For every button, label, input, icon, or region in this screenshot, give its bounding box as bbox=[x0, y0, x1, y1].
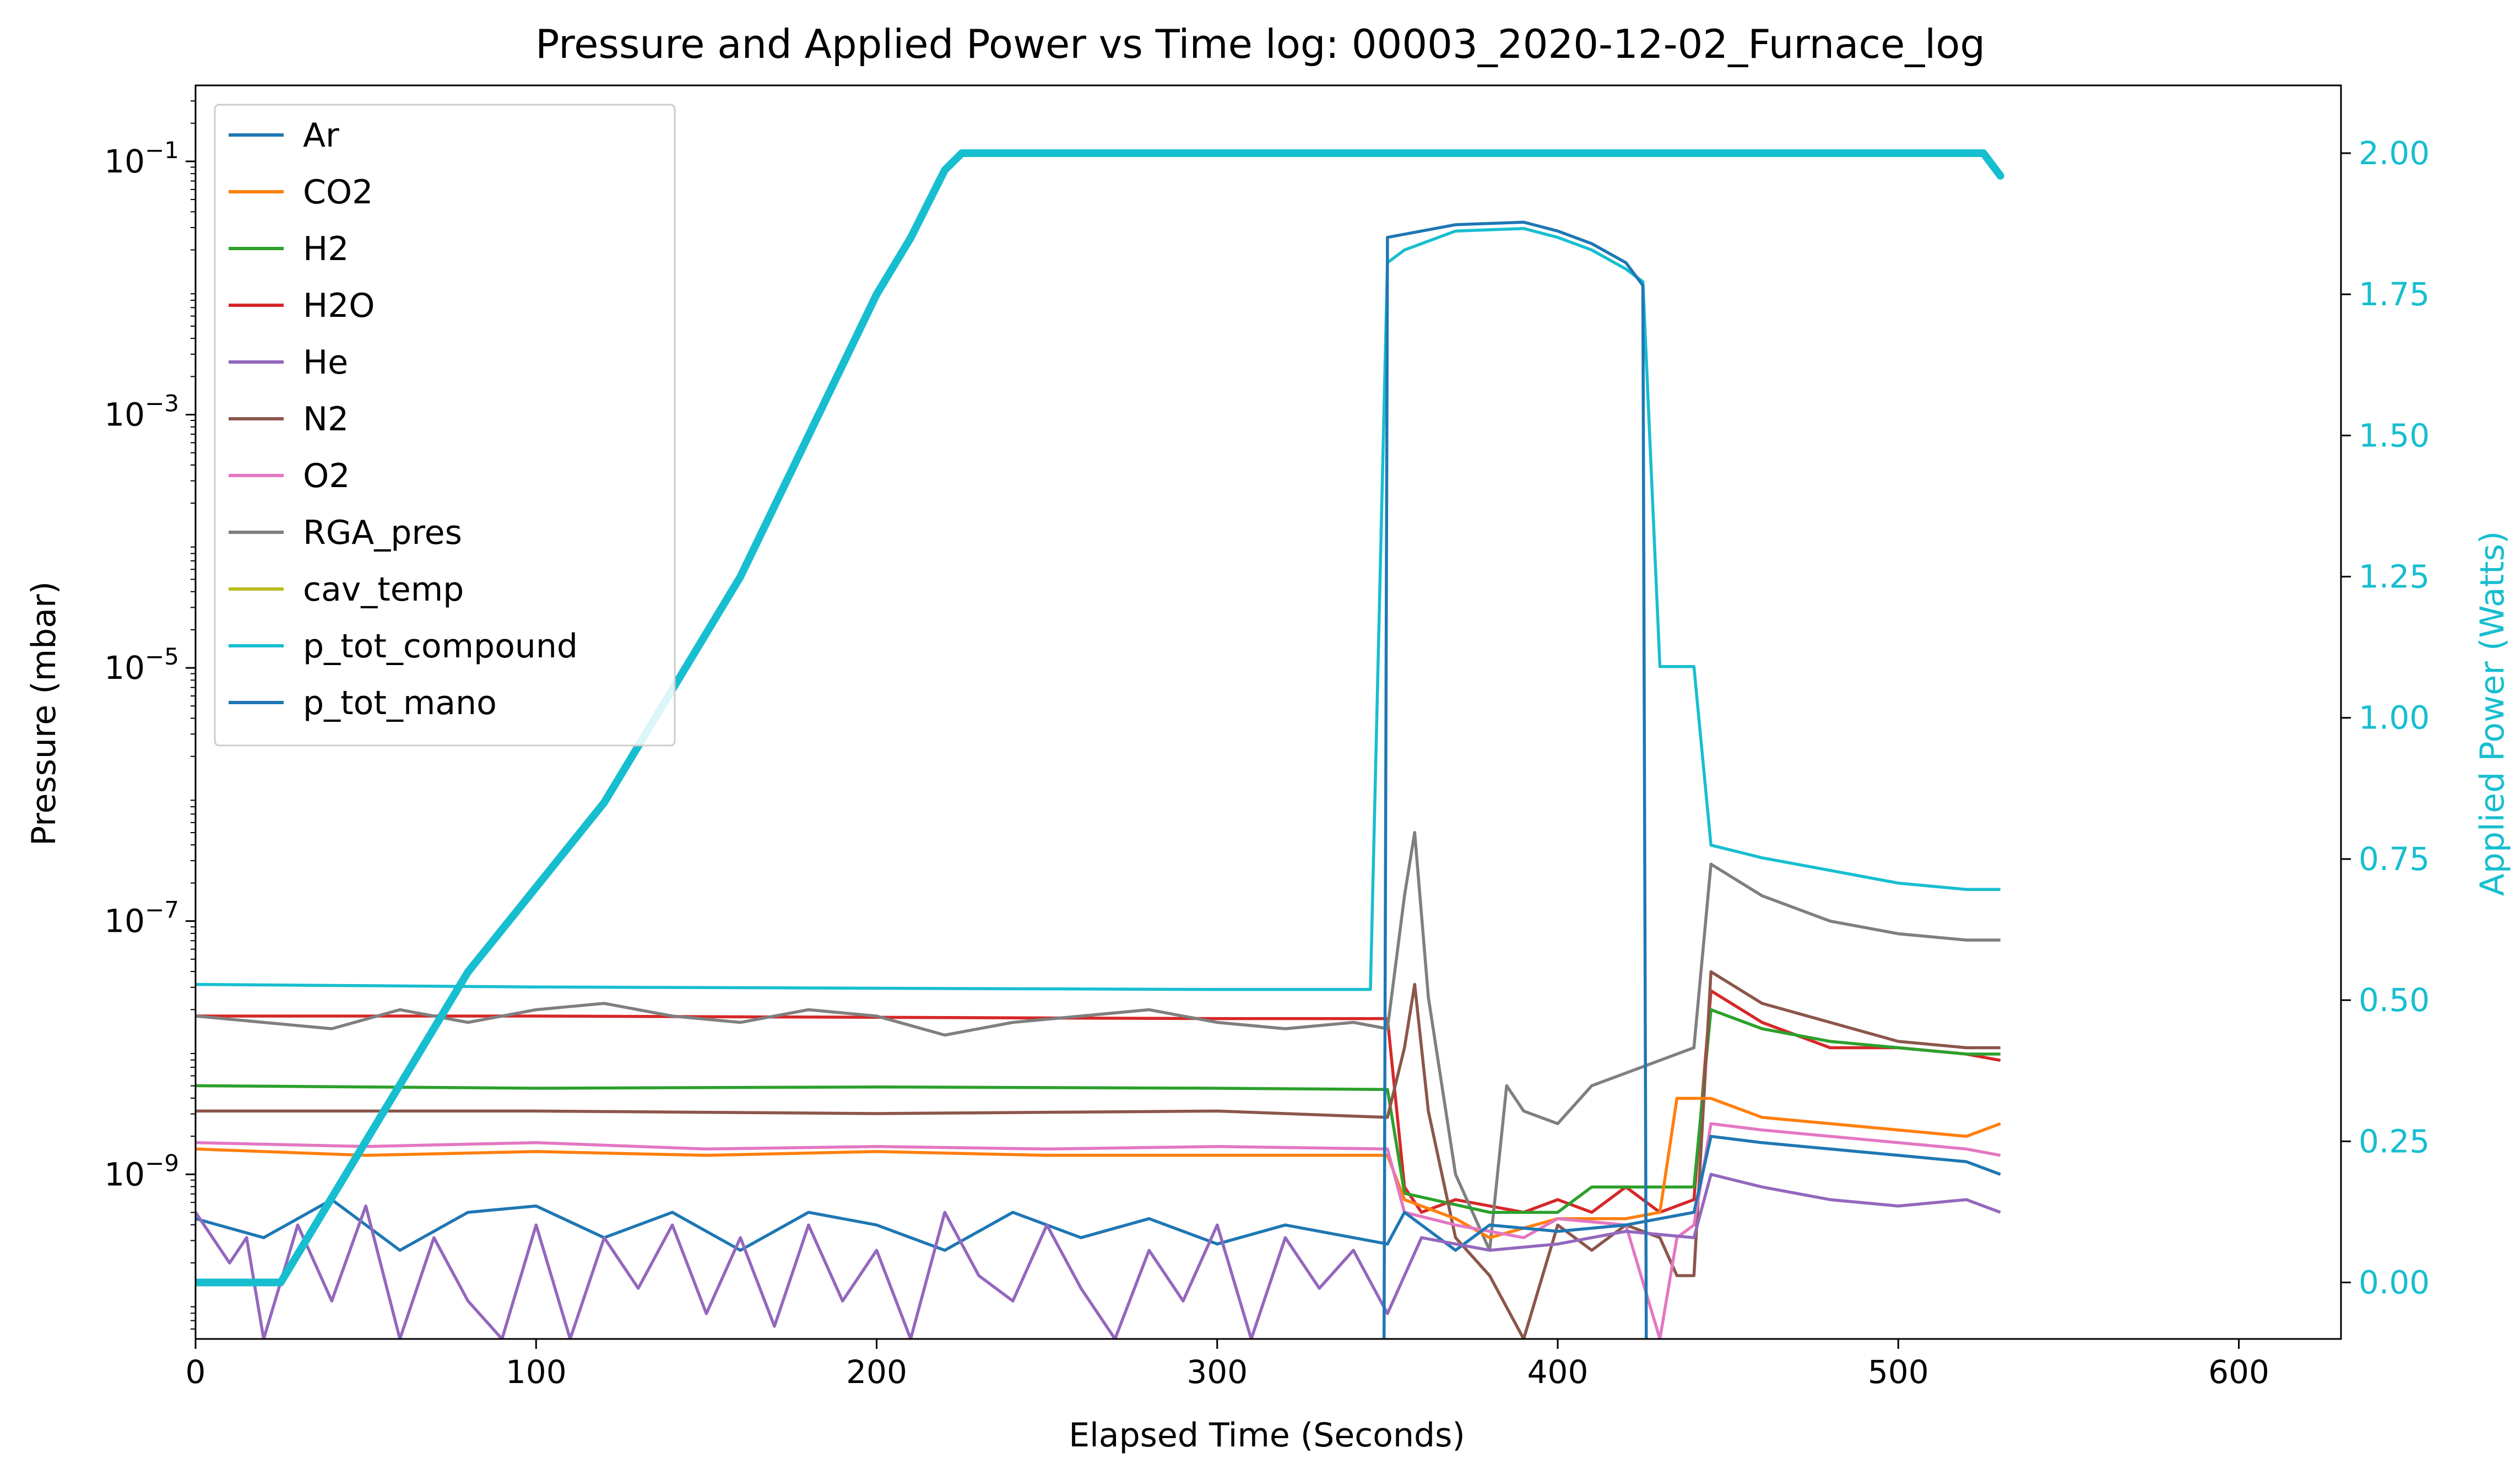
x-tick-label: 300 bbox=[1186, 1353, 1248, 1391]
y2-tick-label: 1.50 bbox=[2359, 417, 2430, 454]
legend-label: p_tot_mano bbox=[303, 684, 497, 722]
y-tick-label: 10−7 bbox=[104, 896, 179, 940]
y-tick-label: 10−5 bbox=[104, 643, 179, 687]
y-tick-label: 10−9 bbox=[104, 1149, 179, 1193]
x-axis-title: Elapsed Time (Seconds) bbox=[1069, 1416, 1465, 1455]
y-axis-title: Pressure (mbar) bbox=[25, 581, 63, 846]
chart-title: Pressure and Applied Power vs Time log: … bbox=[535, 21, 1985, 67]
y2-axis-title: Applied Power (Watts) bbox=[2473, 531, 2512, 896]
series-line-o2 bbox=[196, 1122, 2001, 1339]
y2-tick-label: 1.00 bbox=[2359, 699, 2430, 737]
legend-label: Ar bbox=[303, 116, 339, 155]
series-line-he bbox=[196, 1173, 2001, 1339]
series-line-ar bbox=[196, 1135, 2001, 1252]
series-line-h2 bbox=[196, 1008, 2001, 1214]
y2-tick-label: 0.75 bbox=[2359, 840, 2430, 878]
x-tick-label: 200 bbox=[846, 1353, 907, 1391]
plot-clipped-group bbox=[196, 149, 2004, 1339]
series-line-p-tot-compound bbox=[196, 226, 2001, 991]
legend-label: He bbox=[303, 343, 348, 382]
legend-label: RGA_pres bbox=[303, 514, 462, 552]
x-tick-label: 500 bbox=[1868, 1353, 1929, 1391]
x-tick-label: 100 bbox=[506, 1353, 567, 1391]
legend-label: O2 bbox=[303, 457, 350, 495]
legend: Ar CO2 H2 H2O He N2 O2 RGA_pres cav_temp p_tot_co… bbox=[214, 104, 676, 747]
series-line-rga-pres bbox=[196, 831, 2001, 1252]
y2-tick-label: 2.00 bbox=[2359, 134, 2430, 172]
plot-frame bbox=[194, 84, 2342, 1340]
legend-label: N2 bbox=[303, 400, 349, 439]
series-line-h2o bbox=[196, 989, 2001, 1214]
x-tick-label: 600 bbox=[2208, 1353, 2269, 1391]
legend-box bbox=[214, 104, 676, 747]
y-tick-label: 10−1 bbox=[104, 137, 179, 180]
y2-tick-label: 0.25 bbox=[2359, 1122, 2430, 1160]
legend-label: H2O bbox=[303, 287, 375, 325]
legend-label: cav_temp bbox=[303, 570, 464, 609]
x-tick-label: 0 bbox=[186, 1353, 206, 1391]
y2-tick-label: 1.75 bbox=[2359, 276, 2430, 313]
legend-label: p_tot_compound bbox=[303, 627, 578, 666]
y-tick-label: 10−3 bbox=[104, 390, 179, 433]
legend-label: H2 bbox=[303, 230, 349, 268]
legend-label: CO2 bbox=[303, 173, 373, 212]
axes-group: 0 100 200 300 400 500 600 10−1 10−3 10−5 10−7 10−9 0… bbox=[104, 84, 2430, 1391]
series-line-p-tot-mano bbox=[1382, 220, 1648, 1339]
y2-tick-label: 1.25 bbox=[2359, 558, 2430, 596]
series-line-co2 bbox=[196, 1097, 2001, 1239]
plot-area bbox=[196, 149, 2004, 1339]
series-line-applied-power bbox=[196, 149, 2004, 1287]
y2-tick-label: 0.50 bbox=[2359, 981, 2430, 1019]
x-tick-label: 400 bbox=[1527, 1353, 1589, 1391]
y2-tick-label: 0.00 bbox=[2359, 1264, 2430, 1301]
series-line-n2 bbox=[196, 970, 2001, 1339]
